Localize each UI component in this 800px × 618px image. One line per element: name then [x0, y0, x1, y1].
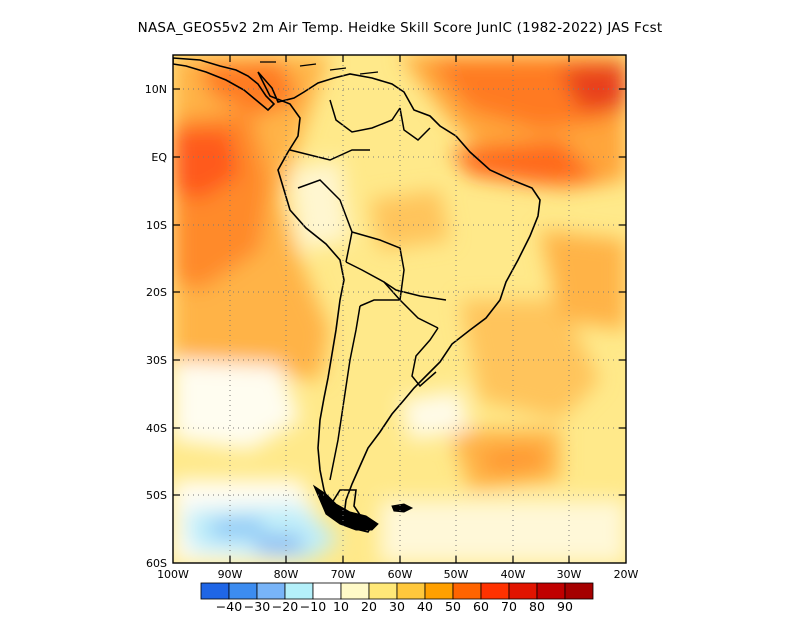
tierra-del-fuego — [312, 484, 379, 531]
colorbar-label: 80 — [529, 599, 545, 614]
lat-labels: 10N EQ 10S 20S 30S 40S 50S 60S — [145, 83, 168, 570]
caribbean-islands — [260, 61, 379, 75]
colorbar-swatch — [200, 582, 230, 600]
lon-label-100w: 100W — [157, 568, 189, 581]
lon-label-70w: 70W — [331, 568, 356, 581]
colorbar-swatch — [312, 582, 342, 600]
colorbar-swatch — [340, 582, 370, 600]
lat-label-20s: 20S — [146, 286, 167, 299]
lon-labels: 100W 90W 80W 70W 60W 50W 40W 30W 20W — [157, 568, 638, 581]
central-america-coast — [173, 57, 276, 112]
colorbar-swatch — [284, 582, 314, 600]
map-title: NASA_GEOS5v2 2m Air Temp. Heidke Skill S… — [137, 20, 663, 36]
colorbar-label: 40 — [417, 599, 433, 614]
colorbar-swatch — [396, 582, 426, 600]
colorbar-label: −30 — [244, 599, 270, 614]
lon-label-20w: 20W — [614, 568, 639, 581]
lat-label-60s: 60S — [146, 557, 167, 570]
colorbar-label: 20 — [361, 599, 377, 614]
colorbar: −40 −30 −20 −10 10 20 30 40 50 60 70 80 90 — [200, 582, 594, 614]
lon-label-30w: 30W — [557, 568, 582, 581]
colorbar-swatch — [508, 582, 538, 600]
lon-label-40w: 40W — [501, 568, 526, 581]
colorbar-swatch — [564, 582, 594, 600]
colorbar-label: −10 — [300, 599, 326, 614]
skill-field — [173, 55, 626, 563]
colorbar-label: 10 — [333, 599, 349, 614]
colorbar-label: 50 — [445, 599, 461, 614]
colorbar-swatch — [480, 582, 510, 600]
coastline — [173, 57, 541, 533]
colorbar-label: 90 — [557, 599, 573, 614]
colorbar-swatch — [228, 582, 258, 600]
lat-label-10s: 10S — [146, 219, 167, 232]
colorbar-label: 30 — [389, 599, 405, 614]
lat-label-10n: 10N — [145, 83, 167, 96]
lat-label-eq: EQ — [151, 151, 167, 164]
colorbar-label: −20 — [272, 599, 298, 614]
lat-label-30s: 30S — [146, 354, 167, 367]
south-america-coast — [257, 71, 541, 533]
lon-label-60w: 60W — [388, 568, 413, 581]
colorbar-label: 60 — [473, 599, 489, 614]
graticule — [173, 55, 626, 563]
colorbar-swatch — [452, 582, 482, 600]
lon-label-90w: 90W — [218, 568, 243, 581]
colorbar-label: −40 — [216, 599, 242, 614]
country-borders — [289, 99, 447, 481]
lat-label-40s: 40S — [146, 422, 167, 435]
lon-label-80w: 80W — [274, 568, 299, 581]
colorbar-swatch — [256, 582, 286, 600]
lon-label-50w: 50W — [444, 568, 469, 581]
axis-ticks — [173, 55, 626, 563]
colorbar-swatch — [424, 582, 454, 600]
falkland-islands — [391, 503, 414, 513]
colorbar-label: 70 — [501, 599, 517, 614]
colorbar-swatch — [368, 582, 398, 600]
colorbar-swatch — [536, 582, 566, 600]
lat-label-50s: 50S — [146, 489, 167, 502]
